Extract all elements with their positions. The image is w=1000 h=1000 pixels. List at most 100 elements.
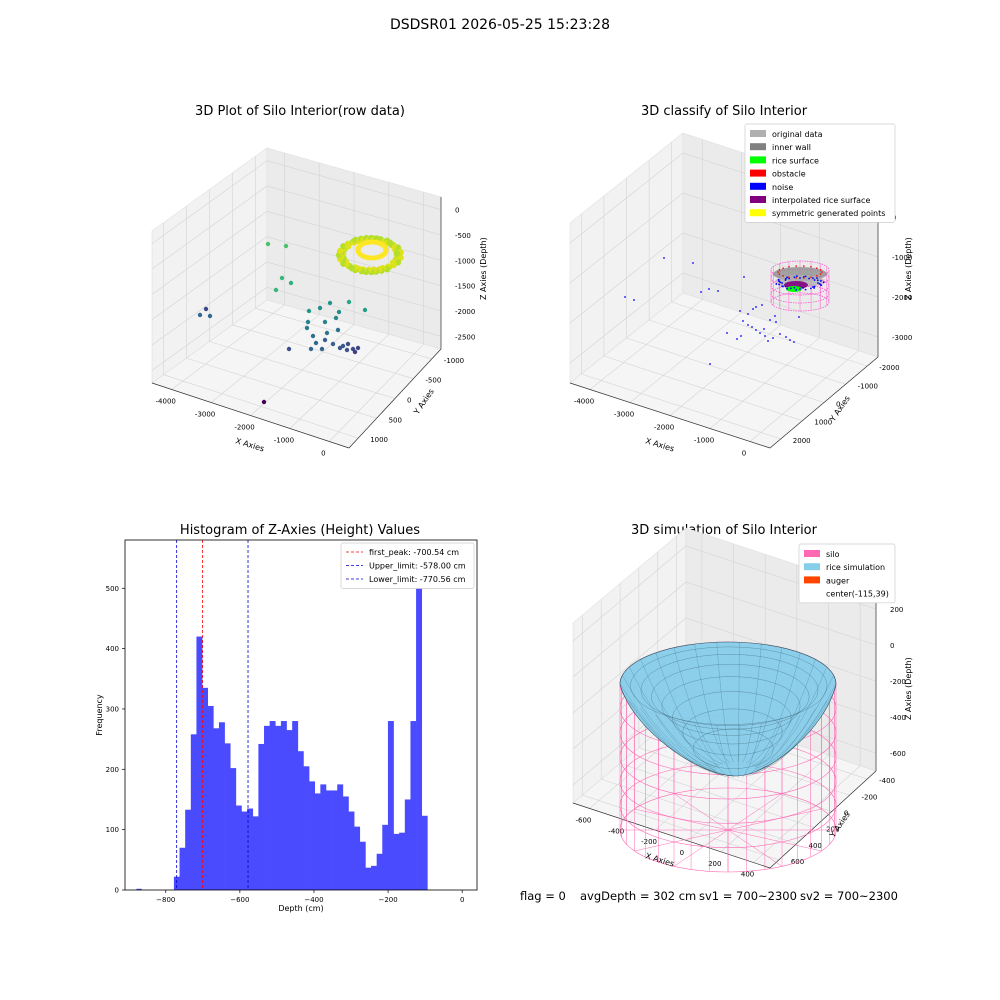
- panel4-grid-x: [753, 765, 861, 863]
- panel4-silo-spoke: [673, 829, 729, 867]
- panel1-title: 3D Plot of Silo Interior(row data): [195, 104, 405, 119]
- histogram-bar: [416, 555, 423, 890]
- panel1-point: [310, 333, 316, 339]
- histogram-bar: [404, 799, 411, 890]
- histogram-y-tick-label: 100: [106, 826, 119, 834]
- panel2-legend-swatch: [750, 143, 766, 151]
- panel4-z-tick: 0: [890, 642, 894, 650]
- panel1-point: [273, 287, 279, 293]
- panel4-x-axis: [572, 802, 771, 869]
- panel4-rice-mesh: [640, 659, 720, 766]
- panel2-z-tick: -2000: [892, 294, 912, 302]
- histogram-bar: [292, 721, 299, 890]
- histogram-bar: [258, 743, 265, 890]
- panel3-legend-label: Lower_limit: -770.56 cm: [369, 575, 466, 584]
- panel2-legend-label: rice surface: [772, 156, 819, 165]
- panel3-legend-frame: [340, 542, 475, 589]
- histogram-bar: [207, 705, 214, 890]
- panel2-obstacle-point: [778, 269, 781, 271]
- panel4-x-axis-label: X Axies: [644, 851, 675, 868]
- panel2-noise-point: [820, 284, 823, 287]
- panel2-grid-y: [649, 319, 846, 385]
- panel1-x-tick: -2000: [234, 424, 254, 432]
- panel1-point: [207, 313, 213, 319]
- panel2-rice-surface: [786, 286, 802, 292]
- panel2-obstacle-point: [819, 269, 822, 271]
- panel2-noise-point: [784, 285, 787, 288]
- histogram-bar: [371, 865, 377, 890]
- panel2-noise-point: [795, 275, 798, 277]
- panel1-point: [279, 275, 285, 281]
- panel1-x-tick: -3000: [195, 411, 215, 419]
- panel1-y-axis: [348, 348, 442, 449]
- panel2-grid-y: [603, 355, 803, 421]
- panel2-noise-point: [769, 319, 771, 321]
- panel4-legend-label: rice simulation: [826, 563, 885, 572]
- panel1-point: [288, 280, 294, 286]
- panel2-y-tick: 1000: [814, 419, 832, 427]
- status-sv2: sv2 = 700~2300: [800, 889, 898, 903]
- panel1-point: [383, 245, 389, 251]
- panel4-legend-label: auger: [826, 576, 850, 585]
- panel2-legend-label: original data: [772, 130, 823, 139]
- panel1-point: [322, 319, 328, 325]
- panel2-noise-point: [774, 315, 776, 317]
- panel4-z-tick: -400: [890, 714, 906, 722]
- panel1-point: [306, 308, 312, 314]
- panel1-z-tick: 0: [455, 207, 459, 215]
- panel4-legend-label: silo: [826, 550, 840, 559]
- panel4-rice-mesh: [749, 652, 801, 765]
- panel2-y-axis: [769, 356, 879, 449]
- panel1-point: [317, 305, 323, 311]
- histogram-bar: [399, 832, 406, 890]
- panel1-x-tick: -4000: [156, 398, 176, 406]
- panel1-grid-y: [255, 308, 432, 360]
- figure-title: DSDSR01 2026-05-25 15:23:28: [389, 17, 610, 33]
- panel2-x-tick: 0: [742, 450, 746, 458]
- panel2-noise-point: [742, 320, 744, 322]
- histogram-y-tick-label: 400: [106, 645, 119, 653]
- panel4-x-tick: 400: [741, 871, 754, 879]
- panel4-legend: silo rice simulation auger center(-115,39): [798, 543, 896, 604]
- panel4-rice-mesh: [745, 647, 783, 764]
- histogram-bar: [320, 784, 327, 890]
- panel2-noise-point: [624, 296, 626, 298]
- panel2-noise-point: [786, 287, 788, 290]
- panel2-noise-point: [709, 363, 711, 365]
- panel3-title: Histogram of Z-Axies (Height) Values: [179, 523, 421, 538]
- panel1-point: [283, 243, 289, 249]
- panel4-silo-spoke: [727, 829, 822, 852]
- panel2-noise-point: [786, 276, 788, 279]
- panel2-obstacle-point: [803, 265, 805, 267]
- panel2-noise-point: [799, 288, 801, 290]
- panel2-grid-z: [569, 192, 879, 284]
- panel2-noise-point: [822, 281, 825, 284]
- panel4-rice-mesh: [619, 683, 717, 771]
- panel4-rice-mesh: [673, 647, 727, 764]
- histogram-bar: [252, 816, 259, 890]
- panel4-rice-mesh: [752, 708, 816, 775]
- panel2-legend-swatch: [750, 209, 766, 217]
- histogram-bar: [173, 876, 180, 890]
- histogram-bar: [213, 728, 220, 890]
- histogram-bar: [314, 793, 321, 890]
- panel1-point: [203, 306, 209, 312]
- histogram-bar: [382, 824, 389, 890]
- panel4-y-tick: -400: [879, 777, 895, 785]
- panel3-axes-frame: [124, 539, 478, 891]
- panel2-obstacle-point: [803, 277, 805, 279]
- panel2-noise-point: [717, 290, 719, 292]
- panel2-y-tick: -1000: [858, 382, 878, 390]
- panel2-legend-swatch: [750, 196, 766, 203]
- panel3-x-axis-label: Depth (cm): [278, 904, 323, 913]
- panel2-y-tick: 2000: [793, 437, 811, 445]
- panel4-rice-mesh: [630, 646, 828, 725]
- panel2-obstacle-point: [782, 275, 784, 277]
- panel4-grid-y: [582, 794, 779, 861]
- panel2-noise-point: [708, 288, 710, 290]
- panel2-legend: original data inner wall rice surface obsta…: [744, 123, 896, 223]
- histogram-bar: [376, 853, 383, 890]
- panel2-obstacle-point: [795, 277, 797, 279]
- panel4-rice-mesh: [655, 652, 723, 765]
- panel2-x-tick: -1000: [694, 437, 714, 445]
